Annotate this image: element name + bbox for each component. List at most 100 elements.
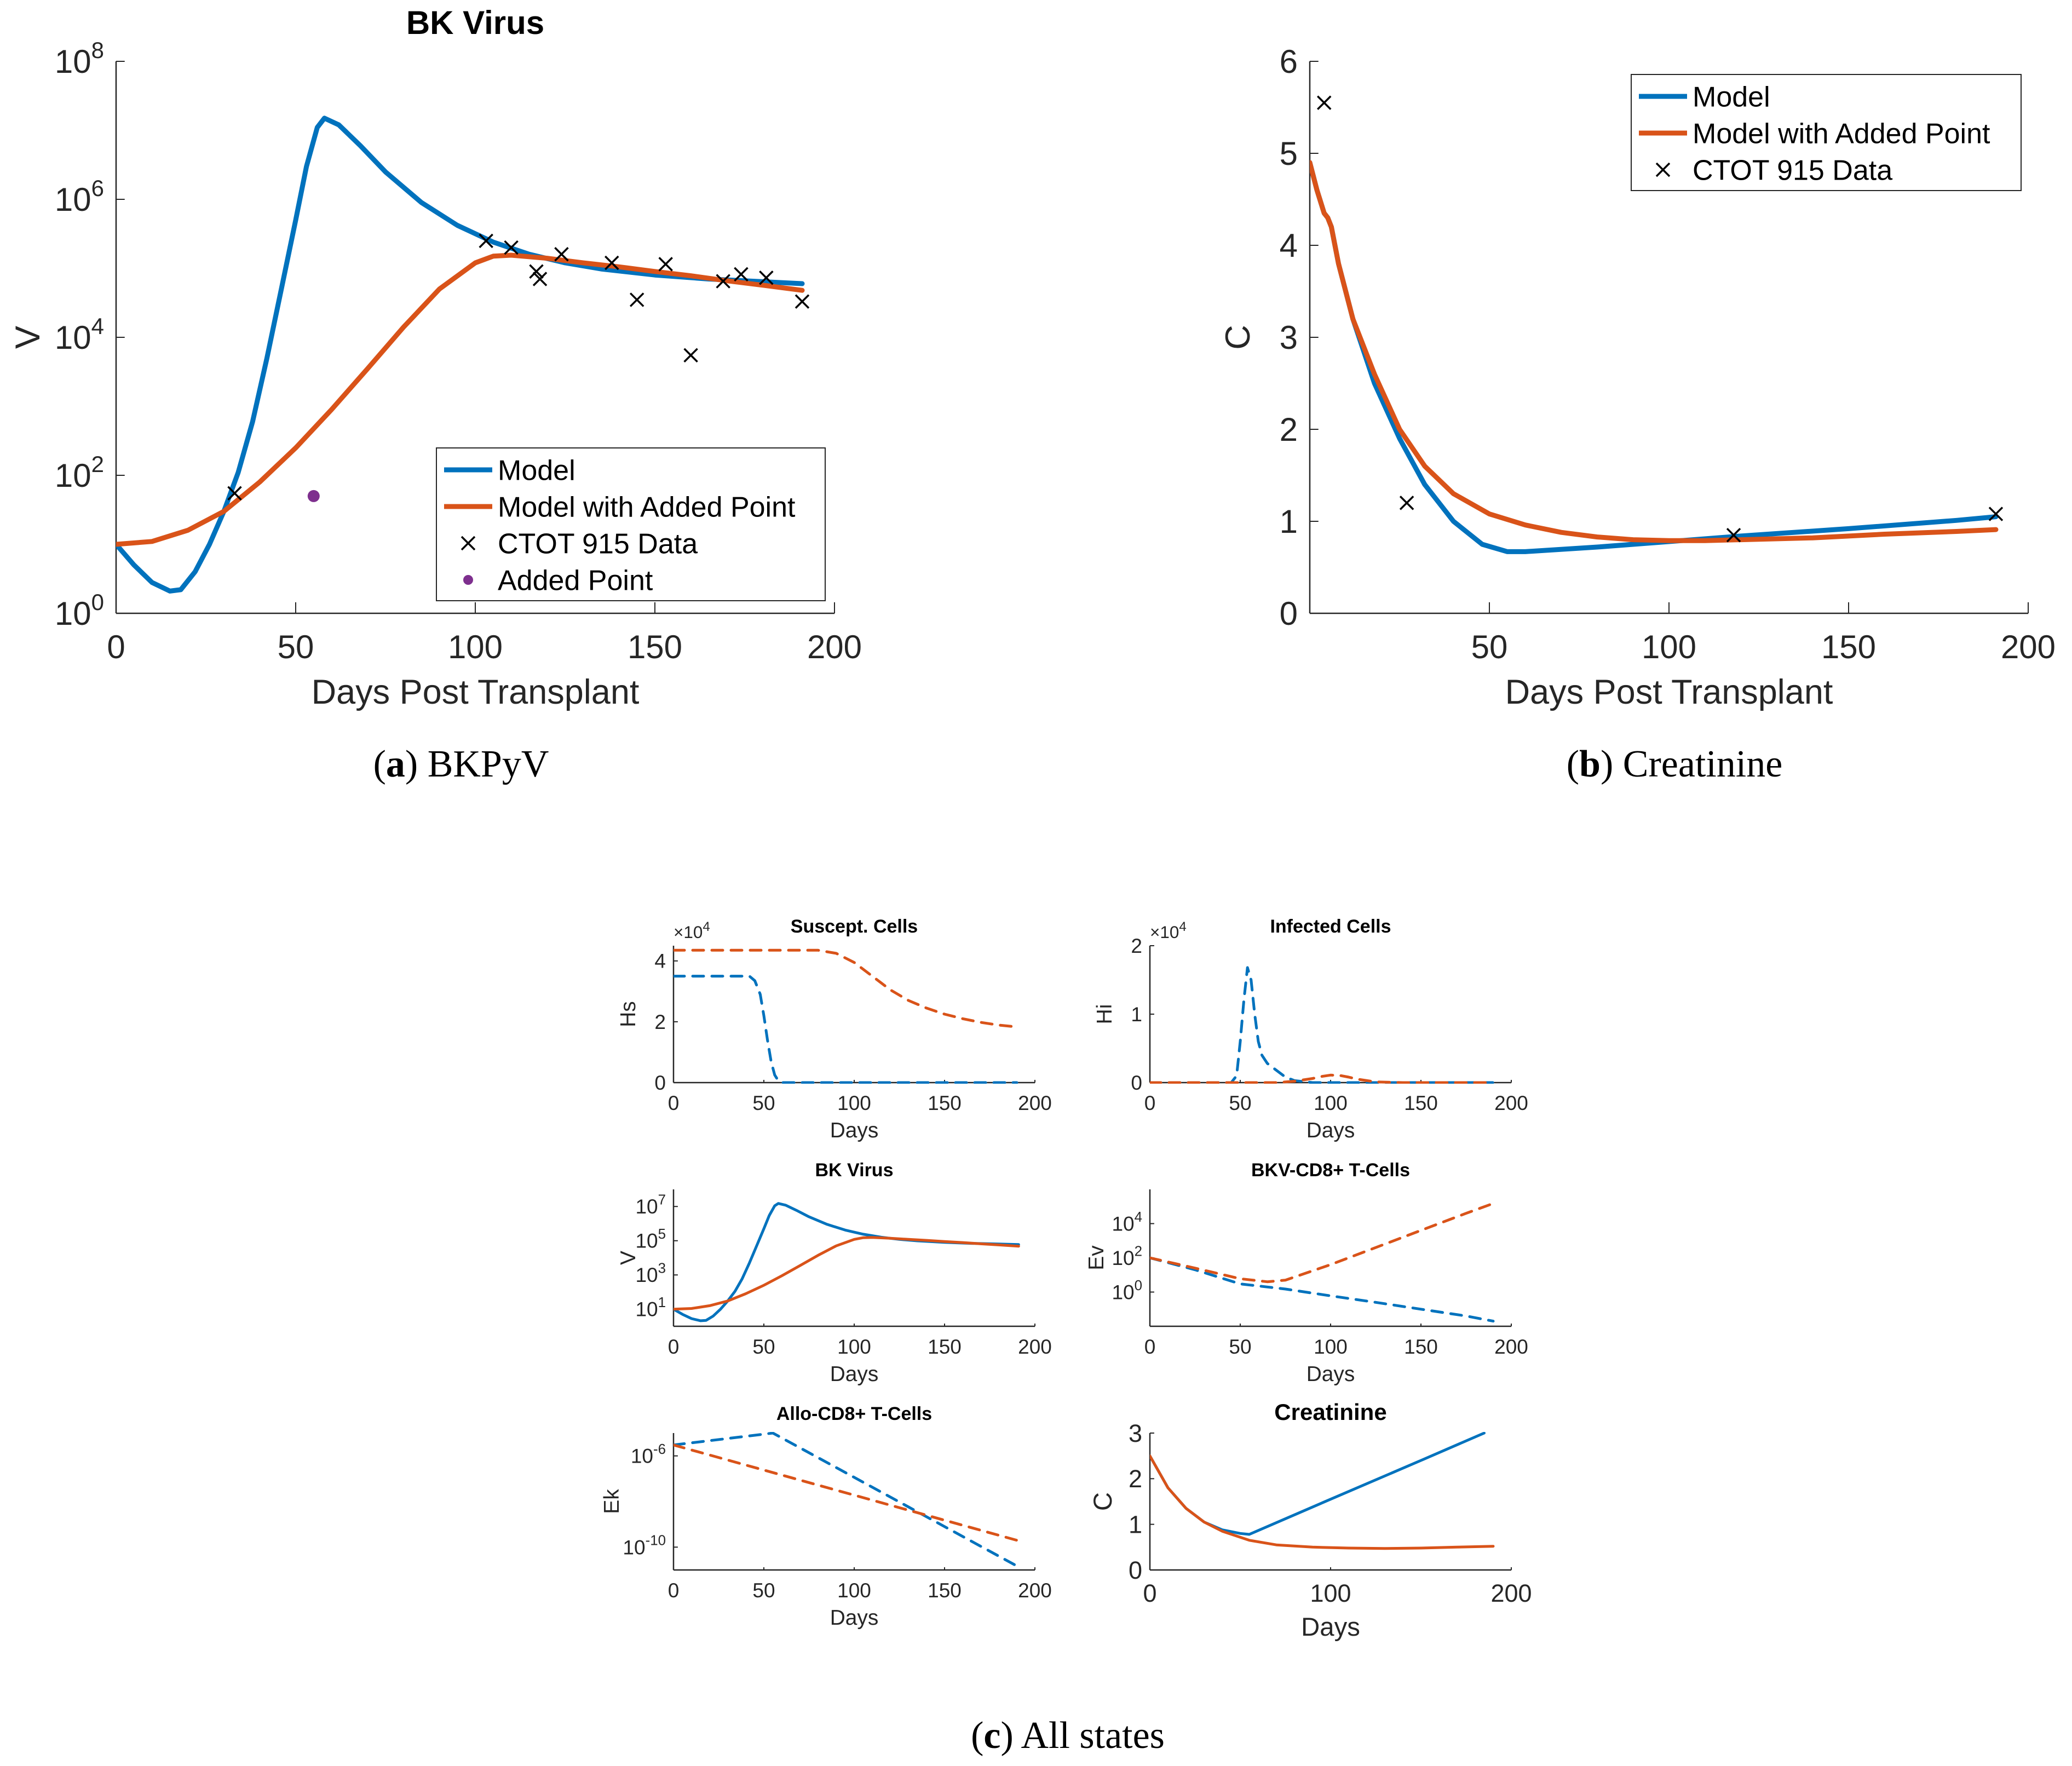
c4-y-tick-label: 104 (1112, 1210, 1142, 1235)
c6-plot-area (1150, 1432, 1495, 1550)
c3-y-tick-label: 105 (635, 1227, 666, 1252)
c6-y-tick-label: 0 (1129, 1556, 1142, 1584)
c5-plot-area (674, 1432, 1018, 1568)
b-y-tick-label: 4 (1280, 227, 1298, 264)
a-x-tick-label: 100 (448, 629, 503, 665)
caption-c: (c) All states (971, 1715, 1165, 1757)
c3-y-tick-label: 103 (635, 1261, 666, 1287)
a-legend-box (436, 447, 826, 601)
a-data-point (629, 292, 644, 307)
b-y-tick-label: 0 (1280, 595, 1298, 632)
c1-y-tick-label: 0 (654, 1072, 666, 1094)
c2-x-tick-label: 0 (1144, 1092, 1156, 1114)
a-data-point (605, 255, 619, 271)
a-data-point (759, 270, 774, 285)
caption-a-text: BKPyV (428, 743, 549, 785)
c5-x-tick-label: 200 (1018, 1579, 1052, 1602)
c6-x-tick-label: 0 (1143, 1579, 1156, 1607)
a-data-point (479, 233, 493, 249)
a-plot-area (116, 116, 805, 594)
chart-creatinine-small: 0 100 200 0 1 2 3 Creatinine Days C (1089, 1399, 1532, 1642)
c1-title: Suscept. Cells (791, 916, 918, 937)
c2-plot-area (1150, 966, 1495, 1084)
c5-y-label: Ek (600, 1489, 624, 1514)
b-x-tick-label: 200 (2001, 629, 2056, 665)
c4-title: BKV-CD8+ T-Cells (1251, 1160, 1410, 1181)
c4-x-label: Days (1306, 1362, 1355, 1386)
c6-title: Creatinine (1274, 1399, 1386, 1425)
c4-x-tick-label: 200 (1494, 1336, 1528, 1358)
c6-x-tick-label: 100 (1310, 1579, 1351, 1607)
b-legend-swatch (1655, 162, 1671, 177)
c1-plot-area (674, 948, 1018, 1084)
caption-c-text: All states (1021, 1715, 1164, 1757)
c6-x-label: Days (1301, 1613, 1360, 1642)
c3-title: BK Virus (815, 1160, 894, 1181)
c6-y-label: C (1089, 1492, 1118, 1511)
c1-exponent-label: ×104 (674, 919, 710, 942)
b-y-tick-label: 5 (1280, 135, 1298, 172)
c3-y-tick-label: 107 (635, 1193, 666, 1218)
c1-x-tick-label: 50 (752, 1092, 775, 1114)
b-data-point (1399, 496, 1414, 510)
c3-x-label: Days (830, 1362, 878, 1386)
chart-bk-virus-small: 0 50 100 150 200 101 103 105 107 BK Virus Days V (617, 1160, 1052, 1386)
c2-x-tick-label: 100 (1314, 1092, 1348, 1114)
c6-y-tick-label: 1 (1129, 1510, 1142, 1538)
caption-a: (a) BKPyV (373, 743, 549, 785)
c2-series-model-with-added-point (1150, 1073, 1495, 1084)
a-data-point (554, 247, 569, 262)
c5-y-tick-label: 10-6 (631, 1442, 666, 1468)
c5-x-tick-label: 50 (752, 1579, 775, 1602)
c5-title: Allo-CD8+ T-Cells (776, 1403, 932, 1424)
c2-x-tick-label: 200 (1494, 1092, 1528, 1114)
a-series-model-with-added-point (116, 252, 805, 547)
a-legend-entry: CTOT 915 Data (498, 528, 698, 560)
c2-x-tick-label: 150 (1404, 1092, 1438, 1114)
c2-y-label: Hi (1093, 1004, 1116, 1025)
c5-x-tick-label: 0 (668, 1579, 680, 1602)
b-legend-box (1631, 74, 2022, 191)
c4-y-tick-label: 102 (1112, 1244, 1142, 1269)
b-x-tick-label: 150 (1821, 629, 1876, 665)
a-legend-entry: Model (498, 455, 575, 487)
c4-series-model-with-added-point (1150, 1202, 1495, 1284)
a-legend-entry: Model with Added Point (498, 492, 796, 524)
c1-y-tick-label: 4 (654, 950, 666, 973)
c2-title: Infected Cells (1270, 916, 1391, 937)
a-y-tick-label: 102 (55, 451, 104, 494)
chart-suscept-cells: 0 50 100 150 200 0 2 4 ×104 Suscept. Cells Days Hs (617, 916, 1052, 1142)
b-x-tick-label: 100 (1642, 629, 1696, 665)
c1-x-tick-label: 150 (928, 1092, 962, 1114)
b-data-point (1317, 95, 1332, 110)
c6-series-model-with-added-point (1150, 1454, 1495, 1550)
a-x-tick-label: 50 (278, 629, 314, 665)
a-series-model (116, 116, 805, 594)
c2-exponent-label: ×104 (1150, 919, 1187, 942)
c3-x-tick-label: 50 (752, 1336, 775, 1358)
c1-y-tick-label: 2 (654, 1011, 666, 1033)
a-y-tick-label: 100 (55, 589, 104, 632)
b-legend-entry: Model with Added Point (1693, 118, 1990, 150)
b-legend: Model Model with Added Point CTOT 915 Data (1631, 74, 2022, 191)
a-data-point (504, 240, 519, 255)
b-x-label: Days Post Transplant (1505, 673, 1833, 711)
c3-x-tick-label: 0 (668, 1336, 680, 1358)
c3-x-tick-label: 150 (928, 1336, 962, 1358)
a-legend-entry: Added Point (498, 565, 653, 597)
chart-allo-cd8-t-cells: 0 50 100 150 200 10-10 10-6 Allo-CD8+ T-Cells Da… (600, 1403, 1052, 1630)
a-legend-swatch (463, 575, 473, 585)
c4-x-tick-label: 0 (1144, 1336, 1156, 1358)
b-y-tick-label: 3 (1280, 319, 1298, 356)
c6-x-tick-label: 200 (1490, 1579, 1532, 1607)
c1-series-model (674, 975, 1018, 1084)
c3-y-label: V (617, 1251, 640, 1265)
a-data-point (658, 257, 673, 272)
a-legend-swatch (461, 536, 476, 551)
caption-b-text: Creatinine (1623, 743, 1783, 785)
c3-x-tick-label: 100 (837, 1336, 871, 1358)
c4-x-tick-label: 100 (1314, 1336, 1348, 1358)
caption-a-label: a (386, 743, 405, 785)
c4-y-tick-label: 100 (1112, 1278, 1142, 1304)
